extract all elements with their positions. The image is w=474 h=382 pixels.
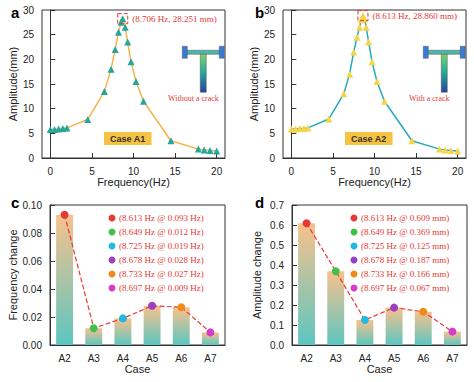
svg-text:0.6: 0.6 [270,220,284,231]
svg-text:15: 15 [170,166,182,177]
svg-text:0.0: 0.0 [270,340,284,351]
svg-text:Case: Case [367,363,393,375]
svg-text:10: 10 [128,166,140,177]
svg-text:d: d [255,194,264,211]
svg-text:A7: A7 [204,353,217,364]
svg-text:Amplitude(mm): Amplitude(mm) [248,47,260,122]
svg-text:(8.725 Hz @ 0.019 Hz): (8.725 Hz @ 0.019 Hz) [119,241,204,251]
svg-text:(8.649 Hz @ 0.012 Hz): (8.649 Hz @ 0.012 Hz) [119,227,204,237]
svg-text:Amplitude change: Amplitude change [251,231,263,319]
svg-text:30: 30 [23,5,35,16]
svg-text:(8.697 Hz @ 0.067 mm): (8.697 Hz @ 0.067 mm) [361,283,449,293]
svg-text:0.7: 0.7 [270,200,284,211]
svg-text:A2: A2 [58,353,71,364]
svg-text:25: 25 [264,29,276,40]
svg-text:c: c [11,194,19,211]
svg-text:(8.706 Hz, 28.251 mm): (8.706 Hz, 28.251 mm) [132,14,217,24]
svg-text:0: 0 [269,153,275,164]
svg-text:0: 0 [48,166,54,177]
svg-text:20: 20 [211,166,223,177]
svg-text:0.06: 0.06 [23,256,43,267]
svg-text:(8.649 Hz @ 0.369 mm): (8.649 Hz @ 0.369 mm) [361,227,449,237]
svg-text:Case A2: Case A2 [351,134,386,144]
svg-text:30: 30 [264,5,276,16]
svg-text:0.10: 0.10 [23,200,43,211]
svg-text:(8.697 Hz @ 0.009 Hz): (8.697 Hz @ 0.009 Hz) [119,283,204,293]
svg-text:A5: A5 [388,353,401,364]
svg-text:10: 10 [369,166,381,177]
svg-text:A2: A2 [300,353,313,364]
svg-text:b: b [255,4,264,21]
svg-text:0.2: 0.2 [270,300,284,311]
svg-text:0.04: 0.04 [23,284,43,295]
svg-text:0.5: 0.5 [270,240,284,251]
svg-text:15: 15 [411,166,423,177]
svg-text:5: 5 [28,128,34,139]
svg-text:Frequency(Hz): Frequency(Hz) [97,176,170,188]
svg-text:(8.678 Hz @ 0.187 mm): (8.678 Hz @ 0.187 mm) [361,255,449,265]
svg-text:20: 20 [452,166,464,177]
svg-text:A6: A6 [175,353,188,364]
svg-text:A4: A4 [359,353,372,364]
svg-text:(8.733 Hz @ 0.166 mm): (8.733 Hz @ 0.166 mm) [361,269,449,279]
svg-text:Case: Case [125,363,151,375]
svg-text:Without a crack: Without a crack [168,94,219,103]
svg-text:With a crack: With a crack [409,94,450,103]
svg-text:(8.733 Hz @ 0.027 Hz): (8.733 Hz @ 0.027 Hz) [119,269,204,279]
svg-text:0.4: 0.4 [270,260,284,271]
svg-text:a: a [11,4,20,21]
svg-text:A5: A5 [146,353,159,364]
svg-text:15: 15 [23,79,35,90]
svg-text:5: 5 [330,166,336,177]
svg-text:25: 25 [23,29,35,40]
svg-text:0.08: 0.08 [23,228,43,239]
svg-text:0: 0 [289,166,295,177]
svg-text:A4: A4 [117,353,130,364]
svg-text:A7: A7 [446,353,459,364]
svg-text:(8.725 Hz @ 0.125 mm): (8.725 Hz @ 0.125 mm) [361,241,449,251]
svg-text:15: 15 [264,79,276,90]
svg-text:A3: A3 [88,353,101,364]
svg-text:(8.613 Hz, 28.860 mm): (8.613 Hz, 28.860 mm) [372,11,457,21]
svg-text:10: 10 [23,103,35,114]
svg-text:(8.678 Hz @ 0.028 Hz): (8.678 Hz @ 0.028 Hz) [119,255,204,265]
svg-text:Frequency change: Frequency change [7,229,19,320]
svg-text:Case A1: Case A1 [110,134,145,144]
svg-text:5: 5 [89,166,95,177]
svg-text:5: 5 [269,128,275,139]
svg-text:0: 0 [28,153,34,164]
svg-text:A6: A6 [417,353,430,364]
svg-text:0.1: 0.1 [270,320,284,331]
svg-text:20: 20 [23,54,35,65]
svg-text:20: 20 [264,54,276,65]
svg-text:(8.613 Hz @ 0.609 mm): (8.613 Hz @ 0.609 mm) [361,213,449,223]
svg-text:Frequency(Hz): Frequency(Hz) [338,176,411,188]
svg-text:A3: A3 [330,353,343,364]
svg-text:Amplitude(mm): Amplitude(mm) [7,47,19,122]
svg-text:0.3: 0.3 [270,280,284,291]
svg-text:10: 10 [264,103,276,114]
svg-text:(8.613 Hz @ 0.093 Hz): (8.613 Hz @ 0.093 Hz) [119,213,204,223]
svg-text:0.00: 0.00 [23,340,43,351]
svg-text:0.02: 0.02 [23,312,43,323]
